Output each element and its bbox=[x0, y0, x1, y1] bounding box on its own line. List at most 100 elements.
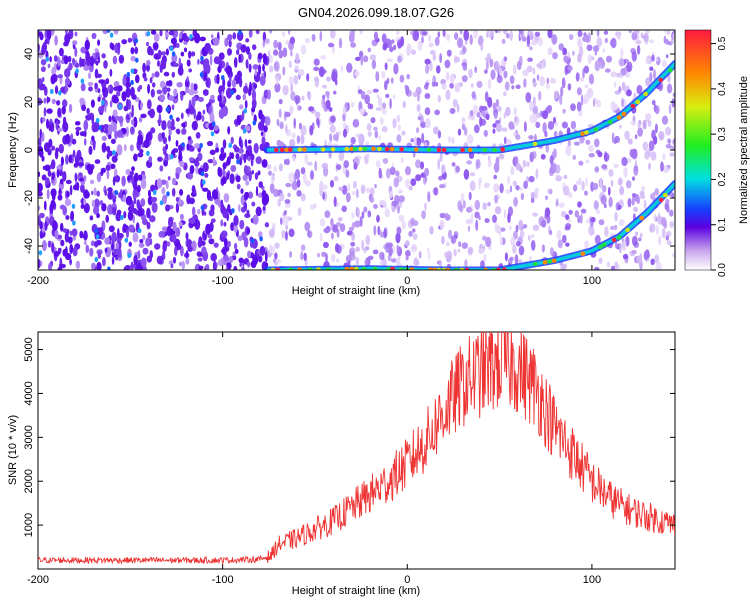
heatmap-cell bbox=[365, 234, 371, 246]
heatmap-cell bbox=[206, 103, 210, 109]
heatmap-cell bbox=[186, 76, 189, 82]
heatmap-cell bbox=[199, 142, 203, 149]
heatmap-cell bbox=[247, 139, 252, 144]
heatmap-cell bbox=[549, 155, 554, 165]
heatmap-cell bbox=[487, 96, 493, 108]
heatmap-cell bbox=[227, 34, 233, 41]
heatmap-cell bbox=[60, 239, 65, 247]
heatmap-cell bbox=[585, 139, 591, 145]
heatmap-cell bbox=[442, 30, 446, 37]
heatmap-cell bbox=[84, 39, 90, 51]
heatmap-cell bbox=[428, 42, 434, 48]
heatmap-cell bbox=[549, 229, 553, 236]
heatmap-cell bbox=[116, 144, 123, 156]
heatmap-cell bbox=[545, 195, 548, 200]
heatmap-cell bbox=[77, 162, 84, 167]
heatmap-cell bbox=[319, 232, 323, 242]
heatmap-cell bbox=[588, 225, 595, 236]
heatmap-cell bbox=[518, 259, 523, 264]
heatmap-cell bbox=[110, 163, 116, 169]
heatmap-cell bbox=[285, 158, 290, 166]
heatmap-cell bbox=[631, 51, 637, 62]
heatmap-cell bbox=[584, 84, 589, 89]
heatmap-cell bbox=[308, 91, 312, 101]
heatmap-cell bbox=[62, 171, 67, 182]
heatmap-cell bbox=[370, 117, 376, 124]
heatmap-cell bbox=[231, 79, 237, 88]
heatmap-cell bbox=[343, 160, 350, 169]
heatmap-cell bbox=[459, 30, 463, 35]
heatmap-cell bbox=[671, 193, 675, 198]
heatmap-cell bbox=[135, 57, 139, 63]
heatmap-cell bbox=[387, 39, 393, 48]
heatmap-cell bbox=[196, 251, 203, 257]
heatmap-cell bbox=[424, 176, 428, 182]
heatmap-cell bbox=[476, 159, 481, 169]
heatmap-track-peak bbox=[361, 266, 367, 270]
heatmap-cell bbox=[608, 196, 613, 208]
heatmap-cell bbox=[495, 123, 502, 133]
heatmap-cell bbox=[282, 66, 286, 76]
heatmap-cell bbox=[616, 34, 622, 40]
heatmap-cell bbox=[433, 126, 439, 135]
heatmap-cell bbox=[503, 70, 508, 79]
heatmap-cell bbox=[72, 235, 77, 241]
heatmap-cell bbox=[69, 244, 73, 254]
heatmap-cell bbox=[672, 138, 675, 146]
heatmap-cell bbox=[530, 234, 535, 239]
heatmap-cell bbox=[397, 205, 400, 214]
heatmap-track-peak bbox=[307, 267, 313, 270]
heatmap-cell bbox=[468, 68, 473, 79]
heatmap-cell bbox=[345, 192, 351, 203]
heatmap-cell bbox=[581, 180, 585, 191]
heatmap-cell bbox=[83, 203, 90, 214]
heatmap-cell bbox=[575, 72, 580, 82]
heatmap-cell bbox=[335, 79, 338, 86]
heatmap-cell bbox=[149, 215, 156, 223]
heatmap-cell bbox=[355, 56, 361, 62]
heatmap-cell bbox=[38, 250, 43, 256]
heatmap-cell bbox=[81, 104, 87, 112]
heatmap-cell bbox=[259, 245, 266, 256]
heatmap-cell bbox=[252, 214, 259, 225]
heatmap-cell bbox=[142, 247, 149, 255]
heatmap-cell bbox=[161, 120, 167, 131]
heatmap-cell bbox=[233, 57, 238, 68]
heatmap-cell bbox=[378, 167, 382, 179]
heatmap-cell bbox=[72, 220, 76, 226]
heatmap-cell bbox=[159, 165, 164, 172]
heatmap-cell bbox=[134, 46, 139, 55]
heatmap-cell bbox=[457, 37, 464, 48]
heatmap-cell bbox=[577, 53, 582, 63]
heatmap-cell bbox=[58, 90, 62, 96]
heatmap-cell bbox=[59, 204, 66, 210]
heatmap-cell bbox=[357, 207, 360, 219]
heatmap-cell bbox=[476, 80, 483, 88]
heatmap-cell bbox=[547, 47, 553, 56]
heatmap-cell bbox=[187, 136, 192, 141]
heatmap-track-peak bbox=[658, 77, 664, 83]
heatmap-cell bbox=[199, 72, 204, 78]
heatmap-cell bbox=[282, 215, 289, 226]
heatmap-cell bbox=[281, 31, 286, 37]
heatmap-cell bbox=[64, 231, 69, 243]
heatmap-cell bbox=[294, 65, 300, 70]
heatmap-cell bbox=[265, 251, 268, 262]
heatmap-cell bbox=[211, 121, 216, 127]
heatmap-cell bbox=[594, 166, 600, 173]
heatmap-cell bbox=[239, 262, 242, 267]
heatmap-cell bbox=[441, 83, 447, 90]
heatmap-cell bbox=[179, 161, 185, 168]
heatmap-cell bbox=[142, 72, 147, 79]
heatmap-cell bbox=[229, 173, 235, 184]
heatmap-cell bbox=[38, 191, 43, 197]
heatmap-track-peak bbox=[279, 147, 285, 152]
heatmap-cell bbox=[549, 247, 554, 256]
heatmap-cell bbox=[165, 106, 170, 112]
heatmap-cell bbox=[375, 71, 380, 82]
heatmap-cell bbox=[151, 202, 158, 213]
heatmap-cell bbox=[46, 30, 52, 40]
heatmap-cell bbox=[425, 118, 431, 129]
heatmap-cell bbox=[618, 219, 625, 227]
heatmap-cell bbox=[58, 143, 64, 154]
